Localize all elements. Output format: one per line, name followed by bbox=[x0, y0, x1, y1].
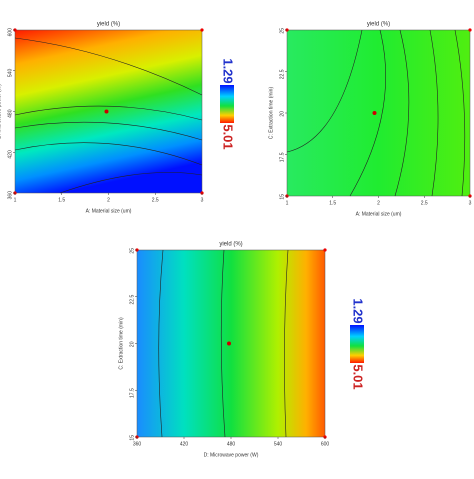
y-tick-label: 15 bbox=[129, 435, 135, 441]
contour-line bbox=[286, 29, 363, 153]
corner-point bbox=[323, 248, 327, 252]
contour-line bbox=[394, 29, 410, 197]
contour-line bbox=[59, 172, 203, 194]
contour-line bbox=[14, 142, 203, 166]
x-tick-label: 360 bbox=[133, 441, 142, 447]
design-point bbox=[227, 341, 231, 346]
design-point bbox=[104, 109, 109, 114]
x-tick-label: 3 bbox=[201, 197, 204, 203]
contour-line bbox=[14, 37, 203, 96]
contour-line bbox=[429, 29, 439, 197]
y-tick-label: 22.5 bbox=[129, 295, 135, 305]
colorbar-label: 1.29 bbox=[351, 298, 366, 323]
contour-line bbox=[284, 249, 289, 438]
x-axis-label: D: Microwave power (W) bbox=[204, 452, 259, 458]
y-tick-label: 17.5 bbox=[129, 388, 135, 398]
y-axis-label: C: Extraction time (min) bbox=[268, 87, 274, 140]
x-tick-label: 1 bbox=[286, 200, 289, 206]
x-tick-label: 3 bbox=[469, 200, 472, 206]
y-axis-label: D: Microwave power (W) bbox=[0, 84, 2, 139]
y-axis-label: C: Extraction time (min) bbox=[118, 317, 124, 370]
chart-title: yield (%) bbox=[219, 242, 242, 248]
contour-line bbox=[158, 249, 164, 438]
contour-line bbox=[349, 29, 387, 197]
colorbar-label: 5.01 bbox=[221, 124, 236, 149]
colorbar bbox=[220, 85, 234, 123]
x-tick-label: 600 bbox=[321, 441, 330, 447]
y-tick-label: 15 bbox=[279, 194, 285, 200]
x-tick-label: 2 bbox=[107, 197, 110, 203]
colorbar-label: 5.01 bbox=[351, 364, 366, 389]
y-tick-label: 480 bbox=[7, 109, 13, 118]
y-tick-label: 360 bbox=[7, 191, 13, 200]
x-tick-label: 480 bbox=[227, 441, 236, 447]
y-tick-label: 20 bbox=[129, 341, 135, 347]
y-tick-label: 600 bbox=[7, 28, 13, 37]
y-tick-label: 25 bbox=[279, 28, 285, 34]
y-tick-label: 22.5 bbox=[279, 69, 285, 79]
x-tick-label: 420 bbox=[180, 441, 189, 447]
x-axis-label: A: Material size (um) bbox=[86, 208, 132, 214]
y-tick-label: 25 bbox=[129, 248, 135, 254]
x-tick-label: 2 bbox=[377, 200, 380, 206]
x-tick-label: 2.5 bbox=[152, 197, 159, 203]
x-axis-label: A: Material size (um) bbox=[356, 211, 402, 217]
contour-line bbox=[220, 249, 226, 438]
x-tick-label: 1 bbox=[14, 197, 17, 203]
contour-surface bbox=[286, 29, 471, 197]
x-tick-label: 1.5 bbox=[329, 200, 336, 206]
corner-point bbox=[200, 28, 204, 32]
design-point bbox=[372, 111, 377, 115]
contour-line bbox=[14, 121, 203, 141]
contour-line bbox=[454, 29, 466, 197]
corner-point bbox=[468, 28, 472, 32]
x-tick-label: 540 bbox=[274, 441, 283, 447]
y-tick-label: 20 bbox=[279, 111, 285, 117]
colorbar bbox=[350, 325, 364, 363]
chart-title: yield (%) bbox=[97, 22, 120, 28]
x-tick-label: 1.5 bbox=[58, 197, 65, 203]
y-tick-label: 420 bbox=[7, 150, 13, 159]
colorbar-label: 1.29 bbox=[221, 58, 236, 83]
contour-line bbox=[14, 105, 203, 121]
y-tick-label: 17.5 bbox=[279, 152, 285, 162]
x-tick-label: 2.5 bbox=[421, 200, 428, 206]
chart-title: yield (%) bbox=[367, 22, 390, 28]
y-tick-label: 540 bbox=[7, 69, 13, 78]
